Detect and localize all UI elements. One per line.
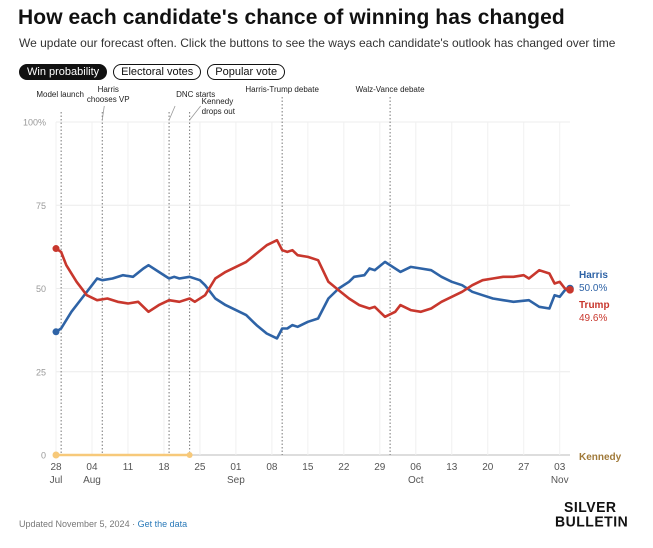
y-tick-label-1: 75	[36, 201, 46, 211]
x-tick-label-6: 08	[266, 462, 278, 473]
tab-electoral-votes[interactable]: Electoral votes	[113, 64, 202, 80]
x-month-label-1: Aug	[83, 475, 101, 486]
x-month-label-14: Nov	[551, 475, 569, 486]
silver-bulletin-logo: SILVER BULLETIN	[555, 499, 628, 528]
event-label-1-1: chooses VP	[87, 95, 130, 104]
event-label-4-0: Harris-Trump debate	[245, 85, 319, 94]
tab-win-probability[interactable]: Win probability	[19, 64, 108, 80]
event-leader-1	[101, 105, 105, 121]
x-tick-label-12: 20	[482, 462, 494, 473]
chart-title: How each candidate's chance of winning h…	[18, 6, 565, 29]
footer: Updated November 5, 2024 · Get the data	[19, 519, 187, 529]
y-tick-label-4: 0	[41, 451, 46, 461]
y-tick-label-3: 25	[36, 367, 46, 377]
x-tick-label-11: 13	[446, 462, 458, 473]
event-leader-2	[168, 105, 176, 121]
event-label-5-0: Walz-Vance debate	[356, 85, 425, 94]
x-tick-label-1: 04	[86, 462, 98, 473]
logo-line-2: BULLETIN	[555, 512, 629, 530]
x-month-label-0: Jul	[50, 475, 63, 486]
event-label-3-0: Kennedy	[202, 97, 234, 106]
x-month-label-10: Oct	[408, 475, 424, 486]
tab-popular-vote[interactable]: Popular vote	[207, 64, 286, 80]
event-leader-3	[189, 105, 201, 121]
series-end-point-trump	[566, 286, 574, 294]
x-tick-label-3: 18	[158, 462, 170, 473]
event-label-2-0: DNC starts	[176, 90, 215, 99]
updated-text: Updated November 5, 2024	[19, 519, 130, 529]
metric-tabs: Win probability Electoral votes Popular …	[19, 64, 286, 80]
x-tick-label-5: 01	[230, 462, 242, 473]
x-tick-label-9: 29	[374, 462, 386, 473]
y-tick-label-0: 100%	[23, 118, 46, 128]
harris-name-label: Harris	[579, 270, 608, 281]
trump-value-label: 49.6%	[579, 313, 607, 324]
logo-line-1: SILVER	[564, 498, 617, 516]
kennedy-name-label: Kennedy	[579, 452, 622, 463]
trump-name-label: Trump	[579, 300, 610, 311]
series-start-point-harris	[52, 328, 60, 336]
x-tick-label-14: 03	[554, 462, 566, 473]
x-tick-label-10: 06	[410, 462, 422, 473]
event-label-1-0: Harris	[98, 85, 119, 94]
event-label-0-0: Model launch	[36, 90, 84, 99]
get-data-link[interactable]: Get the data	[137, 519, 188, 529]
series-start-point-kennedy	[52, 451, 60, 459]
win-probability-chart: 100% 75 50 25 0 28 Jul 04 Aug 11 18 25 01 Sep 08 15 22 29…	[23, 85, 622, 486]
chart-subtitle: We update our forecast often. Click the …	[19, 36, 616, 50]
footer-separator: ·	[129, 519, 138, 529]
x-month-label-5: Sep	[227, 475, 245, 486]
series-line-trump	[54, 238, 572, 319]
x-tick-label-4: 25	[194, 462, 206, 473]
harris-value-label: 50.0%	[579, 283, 607, 294]
x-tick-label-0: 28	[50, 462, 62, 473]
x-tick-label-13: 27	[518, 462, 530, 473]
series-start-point-trump	[52, 245, 60, 253]
x-tick-label-7: 15	[302, 462, 314, 473]
y-tick-label-2: 50	[36, 284, 46, 294]
series-line-harris	[54, 260, 572, 340]
x-tick-label-8: 22	[338, 462, 350, 473]
x-tick-label-2: 11	[123, 462, 134, 473]
event-label-3-1: drops out	[202, 107, 236, 116]
series-end-point-kennedy	[186, 452, 193, 458]
